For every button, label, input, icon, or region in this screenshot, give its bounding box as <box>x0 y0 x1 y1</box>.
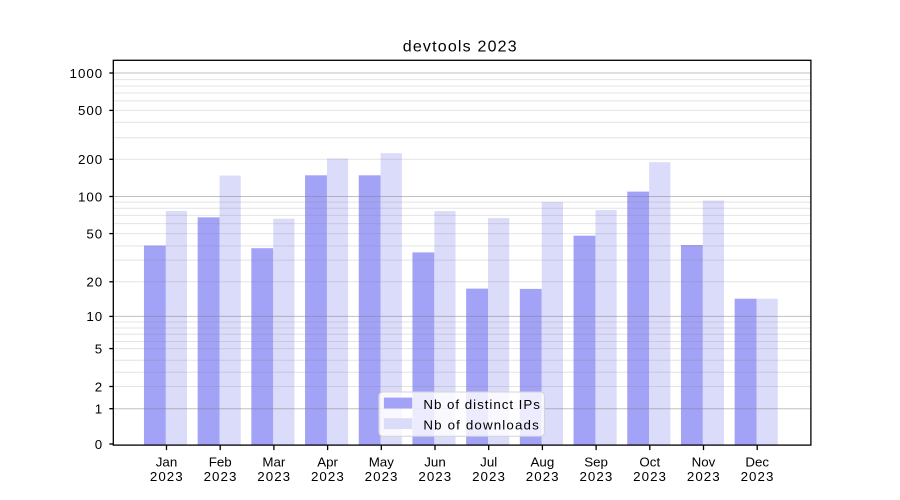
svg-text:50: 50 <box>86 226 103 241</box>
svg-text:Jun: Jun <box>424 454 446 469</box>
svg-text:devtools 2023: devtools 2023 <box>403 39 518 56</box>
svg-text:500: 500 <box>78 103 103 118</box>
svg-text:Mar: Mar <box>262 454 286 469</box>
svg-text:Nb of distinct IPs: Nb of distinct IPs <box>423 397 540 412</box>
svg-text:2023: 2023 <box>526 469 560 484</box>
svg-text:2: 2 <box>95 379 103 394</box>
svg-text:2023: 2023 <box>741 469 775 484</box>
svg-text:2023: 2023 <box>365 469 399 484</box>
svg-text:Sep: Sep <box>584 454 608 469</box>
svg-text:Feb: Feb <box>209 454 232 469</box>
svg-text:2023: 2023 <box>204 469 238 484</box>
svg-text:Aug: Aug <box>531 454 555 469</box>
svg-text:Nov: Nov <box>692 454 716 469</box>
svg-text:Apr: Apr <box>317 454 338 469</box>
svg-text:1000: 1000 <box>70 66 104 81</box>
svg-text:2023: 2023 <box>257 469 291 484</box>
svg-text:May: May <box>369 454 395 469</box>
svg-text:20: 20 <box>86 275 103 290</box>
svg-text:2023: 2023 <box>311 469 345 484</box>
svg-text:Nb of downloads: Nb of downloads <box>423 418 540 433</box>
svg-text:0: 0 <box>95 437 103 452</box>
svg-text:Oct: Oct <box>639 454 660 469</box>
svg-text:2023: 2023 <box>150 469 184 484</box>
svg-text:100: 100 <box>78 189 103 204</box>
svg-text:Dec: Dec <box>745 454 769 469</box>
svg-text:1: 1 <box>95 402 103 417</box>
svg-text:2023: 2023 <box>633 469 667 484</box>
svg-text:2023: 2023 <box>472 469 506 484</box>
svg-text:10: 10 <box>86 309 103 324</box>
svg-text:200: 200 <box>78 152 103 167</box>
svg-text:2023: 2023 <box>579 469 613 484</box>
svg-text:2023: 2023 <box>418 469 452 484</box>
svg-text:2023: 2023 <box>687 469 721 484</box>
svg-text:Jul: Jul <box>480 454 497 469</box>
svg-text:5: 5 <box>95 342 103 357</box>
svg-text:Jan: Jan <box>156 454 178 469</box>
